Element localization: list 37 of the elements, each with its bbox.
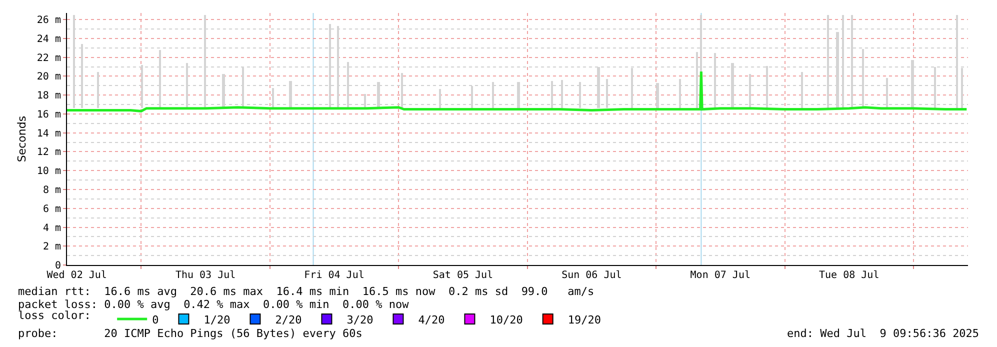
x-tick-label: Fri 04 Jul <box>304 270 364 281</box>
legend-label: 0 <box>152 313 159 326</box>
y-tick-label: 6 m <box>42 204 61 215</box>
y-tick-label: 2 m <box>42 242 61 253</box>
legend-label: 4/20 <box>418 313 445 326</box>
x-tick-label: Sat 05 Jul <box>432 270 494 281</box>
y-tick-label: 12 m <box>36 147 61 158</box>
legend-label: 19/20 <box>568 313 601 326</box>
y-tick-label: 18 m <box>36 90 61 102</box>
text: probe: 20 ICMP Echo Pings (56 Bytes) every 60s <box>18 327 362 340</box>
y-tick-label: 14 m <box>36 128 61 140</box>
bar <box>517 82 520 108</box>
x-tick-label: Wed 02 Jul <box>46 270 107 281</box>
x-tick-label: Mon 07 Jul <box>690 270 751 281</box>
legend-label: 1/20 <box>204 313 230 326</box>
legend-label: 2/20 <box>275 313 302 326</box>
text: packet loss: 0.00 % avg 0.42 % max 0.00 % min 0.00 % now <box>18 298 410 311</box>
text: end: Wed Jul 9 09:56:36 2025 <box>787 327 980 340</box>
bar <box>289 81 292 108</box>
y-tick-label: 0 <box>54 260 61 272</box>
legend-title: loss color: <box>18 308 104 322</box>
y-tick-label: 22 m <box>36 52 61 64</box>
x-tick-label: Tue 08 Jul <box>819 270 880 281</box>
y-tick-label: 10 m <box>36 166 61 178</box>
x-tick-label: Thu 03 Jul <box>175 270 236 281</box>
y-tick-label: 20 m <box>36 72 61 83</box>
line-series <box>67 70 968 112</box>
y-axis-title: Seconds <box>16 116 29 162</box>
y-tick-label: 8 m <box>42 184 61 196</box>
text: median rtt: 16.6 ms avg 20.6 ms max 16.4 ms min 16.5 ms now 0.2 ms sd 99.0 am/s <box>18 285 594 298</box>
y-tick-label: 26 m <box>36 15 61 26</box>
y-tick-label: 16 m <box>36 109 61 120</box>
y-tick-label: 24 m <box>36 34 61 45</box>
legend-label: 10/20 <box>490 313 523 326</box>
y-tick-label: 4 m <box>42 222 61 234</box>
x-tick-label: Sun 06 Jul <box>562 270 622 281</box>
legend-label: 3/20 <box>346 313 374 326</box>
